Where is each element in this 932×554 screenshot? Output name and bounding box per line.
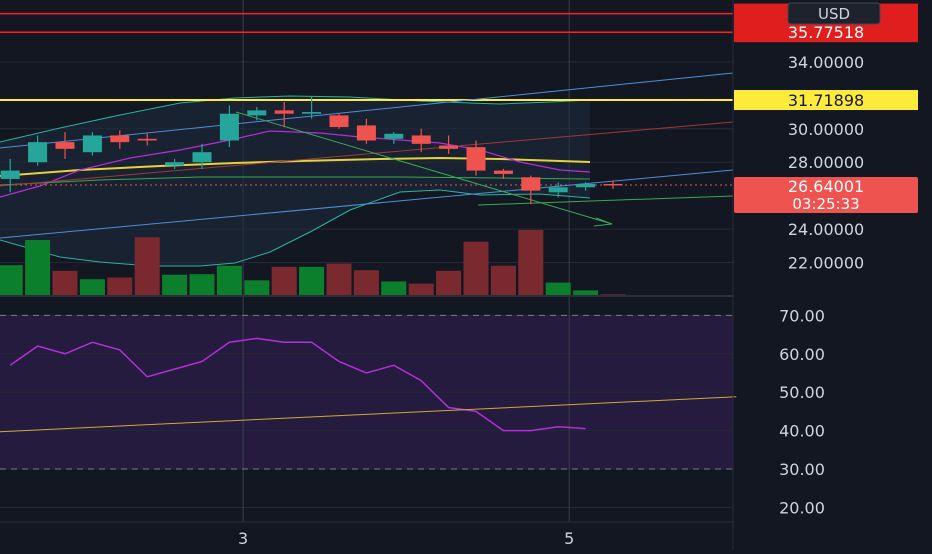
- volume-bar: [299, 266, 325, 296]
- candles[interactable]: [0, 96, 623, 205]
- price-tick-label: 22.00000: [788, 254, 864, 273]
- candle-body[interactable]: [576, 183, 596, 188]
- volume-bar: [134, 237, 160, 296]
- volume-bar: [216, 265, 242, 296]
- volume-bar: [518, 229, 544, 296]
- candle-body[interactable]: [356, 125, 376, 141]
- price-badge: [734, 22, 918, 43]
- countdown-label: 03:25:33: [792, 195, 859, 213]
- price-tick-label: 24.00000: [788, 220, 864, 239]
- volume-bar: [408, 283, 434, 296]
- currency-label: USD: [818, 5, 850, 23]
- candle-body[interactable]: [55, 142, 75, 149]
- volume-bar: [353, 270, 379, 296]
- volume-bar: [25, 240, 51, 296]
- volume-bar: [244, 280, 270, 296]
- volume-bar: [326, 263, 352, 296]
- volume-bar: [545, 282, 571, 296]
- moving-average-purple: [0, 130, 591, 198]
- rsi-tick-label: 70.00: [779, 306, 825, 325]
- volume-bar: [107, 277, 133, 296]
- bollinger-upper: [0, 95, 591, 143]
- candle-body[interactable]: [192, 152, 212, 163]
- price-tick-label: 34.00000: [788, 53, 864, 72]
- price-badge-label: 31.71898: [788, 91, 864, 110]
- candle-body[interactable]: [137, 138, 157, 141]
- rsi-axis[interactable]: 70.00 60.00 50.00 40.00 30.00 20.00: [779, 306, 825, 517]
- candle-body[interactable]: [603, 183, 623, 186]
- candle-body[interactable]: [274, 110, 294, 114]
- volume-bar: [0, 265, 23, 296]
- candle-body[interactable]: [219, 113, 239, 141]
- trend-arrow-head: [593, 217, 613, 227]
- rsi-trendline[interactable]: [0, 396, 737, 433]
- channel-bottom-line[interactable]: [0, 169, 734, 239]
- price-badge-label: 35.77518: [788, 23, 864, 42]
- candle-body[interactable]: [466, 147, 486, 171]
- candle-body[interactable]: [439, 145, 459, 149]
- candle-body[interactable]: [329, 115, 349, 128]
- price-tick-label: 28.00000: [788, 153, 864, 172]
- rsi-indicator: [0, 337, 737, 433]
- price-tick-label: 30.00000: [788, 120, 864, 139]
- candle-body[interactable]: [302, 112, 322, 114]
- volume-bar: [573, 290, 599, 296]
- candle-body[interactable]: [165, 162, 185, 166]
- support-line[interactable]: [477, 195, 734, 206]
- volume-bar: [463, 241, 489, 296]
- volume-bar: [52, 270, 78, 296]
- rsi-tick-label: 20.00: [779, 498, 825, 517]
- rsi-tick-label: 50.00: [779, 383, 825, 402]
- last-price-label: 26.64001: [788, 177, 864, 196]
- candle-body[interactable]: [384, 133, 404, 139]
- moving-average-yellow: [0, 156, 591, 177]
- volume-bar: [271, 266, 297, 296]
- volume-bars: [0, 229, 626, 296]
- time-tick-label: 5: [564, 529, 574, 548]
- candle-body[interactable]: [521, 177, 541, 191]
- rsi-line: [9, 337, 586, 432]
- channel-mid-line[interactable]: [0, 121, 734, 187]
- candle-body[interactable]: [0, 170, 20, 179]
- candle-body[interactable]: [548, 187, 568, 193]
- volume-bar: [162, 274, 188, 296]
- candle-body[interactable]: [28, 142, 48, 163]
- rsi-tick-label: 30.00: [779, 460, 825, 479]
- currency-badge[interactable]: USD: [787, 2, 881, 25]
- last-price-badge: [734, 176, 918, 213]
- candle-body[interactable]: [82, 135, 102, 153]
- candle-body[interactable]: [411, 135, 431, 144]
- moving-average-green: [0, 176, 591, 186]
- candle-body[interactable]: [110, 135, 130, 143]
- volume-bar: [490, 265, 516, 296]
- rsi-tick-label: 60.00: [779, 345, 825, 364]
- candle-body[interactable]: [247, 110, 267, 116]
- rsi-tick-label: 40.00: [779, 422, 825, 441]
- volume-bar: [436, 270, 462, 296]
- trend-down-line[interactable]: [235, 111, 613, 225]
- price-badge: [734, 90, 918, 111]
- candle-body[interactable]: [493, 170, 513, 174]
- volume-bar: [189, 274, 215, 296]
- time-tick-label: 3: [238, 529, 248, 548]
- volume-bar: [381, 281, 407, 296]
- volume-bar: [79, 279, 105, 296]
- price-axis[interactable]: 34.00000 30.00000 28.00000 24.00000 22.00000: [788, 53, 864, 273]
